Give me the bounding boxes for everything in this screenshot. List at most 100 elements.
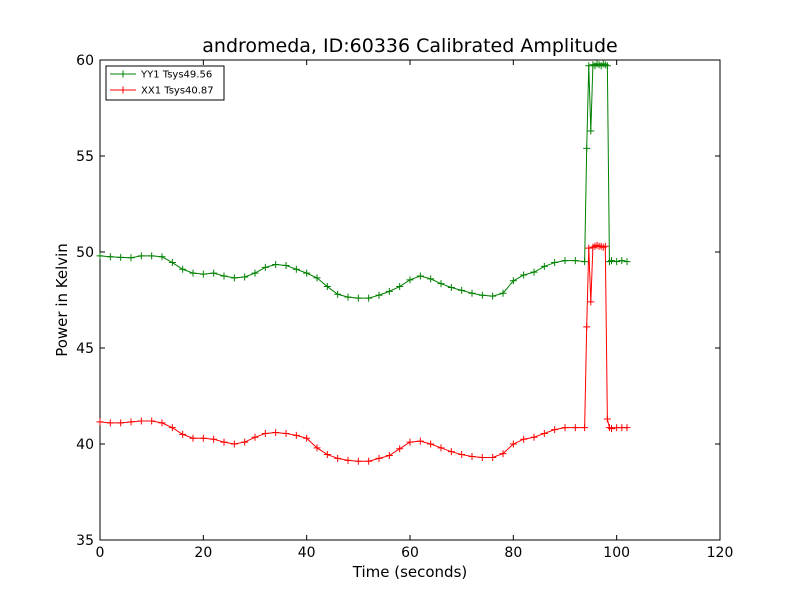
data-point [458, 286, 466, 294]
data-point [540, 429, 548, 437]
data-point [603, 62, 611, 70]
data-point [618, 257, 626, 265]
data-point [530, 433, 538, 441]
data-point [261, 263, 269, 271]
chart-title: andromeda, ID:60336 Calibrated Amplitude [202, 35, 617, 57]
data-point [406, 276, 414, 284]
y-tick-label: 40 [76, 437, 94, 453]
data-point [608, 425, 615, 433]
x-axis: 0 20 40 60 80 100 120 [96, 60, 734, 561]
x-tick-label: 20 [194, 545, 212, 561]
data-point [561, 257, 569, 265]
data-point [220, 438, 228, 446]
y-tick-label: 50 [76, 245, 94, 261]
data-point [251, 269, 259, 277]
data-point [375, 291, 383, 299]
data-point [587, 298, 595, 306]
data-point [623, 424, 631, 432]
data-point [499, 450, 507, 458]
data-point [179, 265, 187, 273]
data-point [282, 429, 290, 437]
data-point [168, 424, 176, 432]
legend-label: XX1 Tsys40.87 [141, 86, 214, 97]
data-point [251, 433, 259, 441]
y-tick-label: 45 [76, 341, 94, 357]
data-point [458, 451, 466, 459]
data-point [137, 417, 145, 425]
data-point [601, 242, 609, 250]
data-point [272, 260, 280, 268]
x-tick-label: 0 [96, 545, 105, 561]
data-point [334, 454, 342, 462]
legend-label: YY1 Tsys49.56 [140, 70, 212, 81]
series-2 [96, 241, 631, 465]
data-point [581, 258, 589, 266]
data-point [561, 424, 569, 432]
data-point [230, 274, 238, 282]
x-tick-label: 120 [707, 545, 734, 561]
data-point [365, 457, 373, 465]
legend: YY1 Tsys49.56 XX1 Tsys40.87 [105, 65, 225, 101]
data-point [199, 434, 207, 442]
data-point [292, 265, 300, 273]
data-point [96, 418, 104, 426]
data-point [489, 292, 497, 300]
data-point [613, 258, 621, 266]
data-point [603, 415, 611, 423]
y-axis-label: Power in Kelvin [53, 243, 71, 357]
data-point [468, 452, 476, 460]
data-point [396, 445, 404, 453]
data-point [551, 426, 559, 434]
data-point [499, 289, 507, 297]
data-point [520, 271, 528, 279]
data-point [581, 424, 589, 432]
data-point [210, 435, 218, 443]
y-tick-label: 35 [76, 533, 94, 549]
data-point [344, 456, 352, 464]
data-point [427, 440, 435, 448]
data-point [396, 283, 404, 291]
data-point [437, 444, 445, 452]
data-point [303, 434, 311, 442]
data-point [137, 252, 145, 260]
data-point [179, 430, 187, 438]
data-point [385, 452, 393, 460]
data-point [272, 428, 280, 436]
data-point [168, 259, 176, 267]
y-tick-label: 60 [76, 53, 94, 69]
data-point [106, 253, 114, 261]
data-point [478, 291, 486, 299]
data-point [117, 419, 125, 427]
y-tick-label: 55 [76, 149, 94, 165]
data-point [148, 417, 156, 425]
data-point [585, 244, 593, 252]
data-point [540, 262, 548, 270]
data-point [189, 434, 197, 442]
data-point [416, 272, 424, 280]
data-point [220, 272, 228, 280]
data-point [189, 269, 197, 277]
data-point [334, 290, 342, 298]
data-point [127, 418, 135, 426]
data-point [416, 437, 424, 445]
data-point [158, 419, 166, 427]
data-point [282, 261, 290, 269]
data-point [478, 453, 486, 461]
data-point [365, 294, 373, 302]
data-point [344, 293, 352, 301]
data-point [199, 270, 207, 278]
data-point [96, 252, 104, 260]
data-point [571, 424, 579, 432]
x-tick-label: 60 [401, 545, 419, 561]
data-point [509, 277, 517, 285]
data-point [530, 268, 538, 276]
data-point [587, 127, 595, 135]
data-point [585, 62, 593, 70]
data-point [509, 440, 517, 448]
data-point [375, 454, 383, 462]
data-point [583, 144, 591, 152]
data-point [127, 254, 135, 262]
data-point [354, 457, 362, 465]
data-point [148, 252, 156, 260]
data-point [447, 448, 455, 456]
